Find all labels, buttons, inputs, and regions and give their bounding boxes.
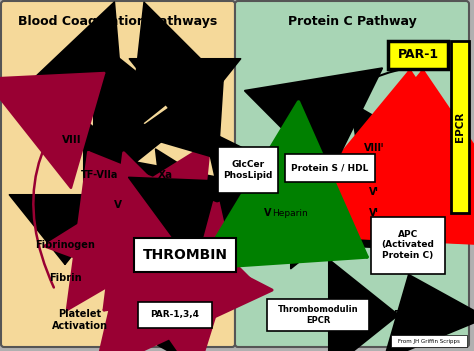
Text: From JH Griffin Scripps: From JH Griffin Scripps: [398, 338, 460, 344]
Text: Blood Coagulation Pathways: Blood Coagulation Pathways: [18, 15, 218, 28]
Text: V: V: [264, 208, 272, 218]
Text: APC
(Activated
Protein C): APC (Activated Protein C): [382, 230, 435, 260]
Text: Vᴵ: Vᴵ: [369, 187, 379, 197]
Text: Thrombomodulin
EPCR: Thrombomodulin EPCR: [278, 305, 358, 325]
Text: Protein C: Protein C: [394, 310, 446, 320]
FancyBboxPatch shape: [371, 217, 445, 273]
FancyBboxPatch shape: [391, 335, 467, 347]
FancyBboxPatch shape: [138, 302, 212, 328]
FancyBboxPatch shape: [388, 41, 448, 69]
Text: Heparin: Heparin: [272, 208, 308, 218]
Text: Va: Va: [168, 200, 182, 210]
Text: THROMBIN: THROMBIN: [143, 248, 228, 262]
FancyBboxPatch shape: [451, 41, 469, 213]
Text: PAR-1: PAR-1: [397, 48, 438, 61]
Text: PAR-1,3,4: PAR-1,3,4: [151, 311, 200, 319]
Text: XI: XI: [94, 60, 106, 70]
Text: Protein S / HDL: Protein S / HDL: [292, 164, 369, 172]
Text: Platelet
Activation: Platelet Activation: [52, 309, 108, 331]
Text: VIIIᴵ: VIIIᴵ: [364, 143, 384, 153]
Text: Protein C Pathway: Protein C Pathway: [288, 15, 416, 28]
Text: TF-VIIa: TF-VIIa: [82, 170, 118, 180]
Text: EPCR: EPCR: [455, 112, 465, 142]
FancyBboxPatch shape: [235, 1, 469, 347]
Text: VIIIa: VIIIa: [172, 135, 199, 145]
Text: XIIa: XIIa: [144, 60, 166, 70]
FancyBboxPatch shape: [218, 147, 278, 193]
Text: Xa: Xa: [157, 170, 173, 180]
FancyBboxPatch shape: [1, 1, 235, 347]
Text: Fibrinogen: Fibrinogen: [35, 240, 95, 250]
Text: V: V: [114, 200, 122, 210]
Text: GlcCer
PhosLipid: GlcCer PhosLipid: [223, 160, 273, 180]
Text: VIII: VIII: [62, 135, 82, 145]
FancyBboxPatch shape: [285, 154, 375, 182]
FancyBboxPatch shape: [134, 238, 236, 272]
Text: IXa: IXa: [175, 95, 194, 105]
FancyBboxPatch shape: [267, 299, 369, 331]
Text: Fibrin: Fibrin: [49, 273, 82, 283]
Text: XIa: XIa: [118, 95, 137, 105]
Text: Vᴵ: Vᴵ: [369, 208, 379, 218]
